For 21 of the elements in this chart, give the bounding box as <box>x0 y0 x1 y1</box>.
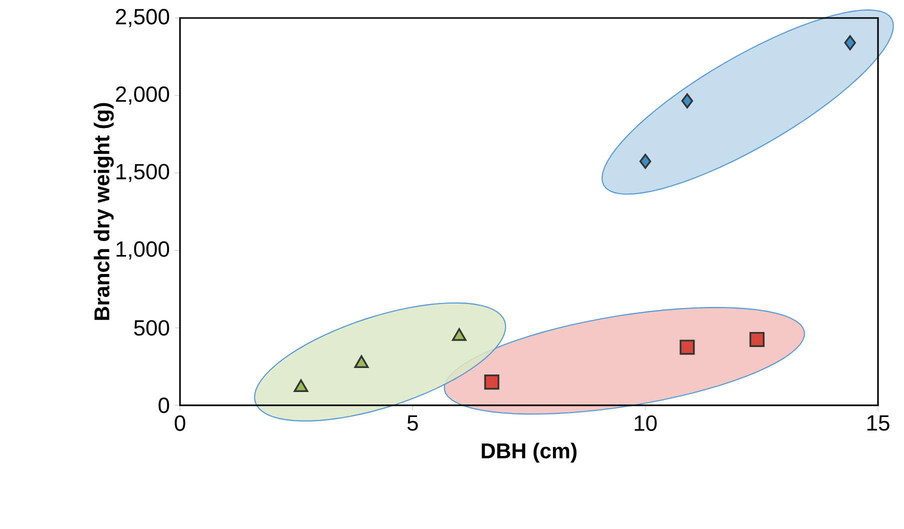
y-tick-label: 2,500 <box>116 8 170 27</box>
x-tick-label: 15 <box>867 415 890 431</box>
x-axis-title: DBH (cm) <box>482 442 576 463</box>
y-tick-label: 2,000 <box>116 86 170 104</box>
point <box>749 332 765 347</box>
y-tick-label: 0 <box>158 397 170 413</box>
point <box>639 154 652 169</box>
x-tick-label: 5 <box>407 415 418 431</box>
y-axis-title: Branch dry weight (g) <box>94 102 114 320</box>
point <box>680 340 695 355</box>
point <box>844 35 856 50</box>
y-tick-label: 500 <box>134 320 170 336</box>
point <box>681 93 694 108</box>
point <box>294 379 308 392</box>
y-tick-label: 1,000 <box>116 241 170 260</box>
x-tick-label: 10 <box>634 415 657 431</box>
x-tick-label: 0 <box>174 415 186 431</box>
y-tick-label: 1,500 <box>116 164 170 182</box>
point <box>452 328 466 341</box>
point <box>354 355 369 368</box>
point <box>484 374 500 390</box>
